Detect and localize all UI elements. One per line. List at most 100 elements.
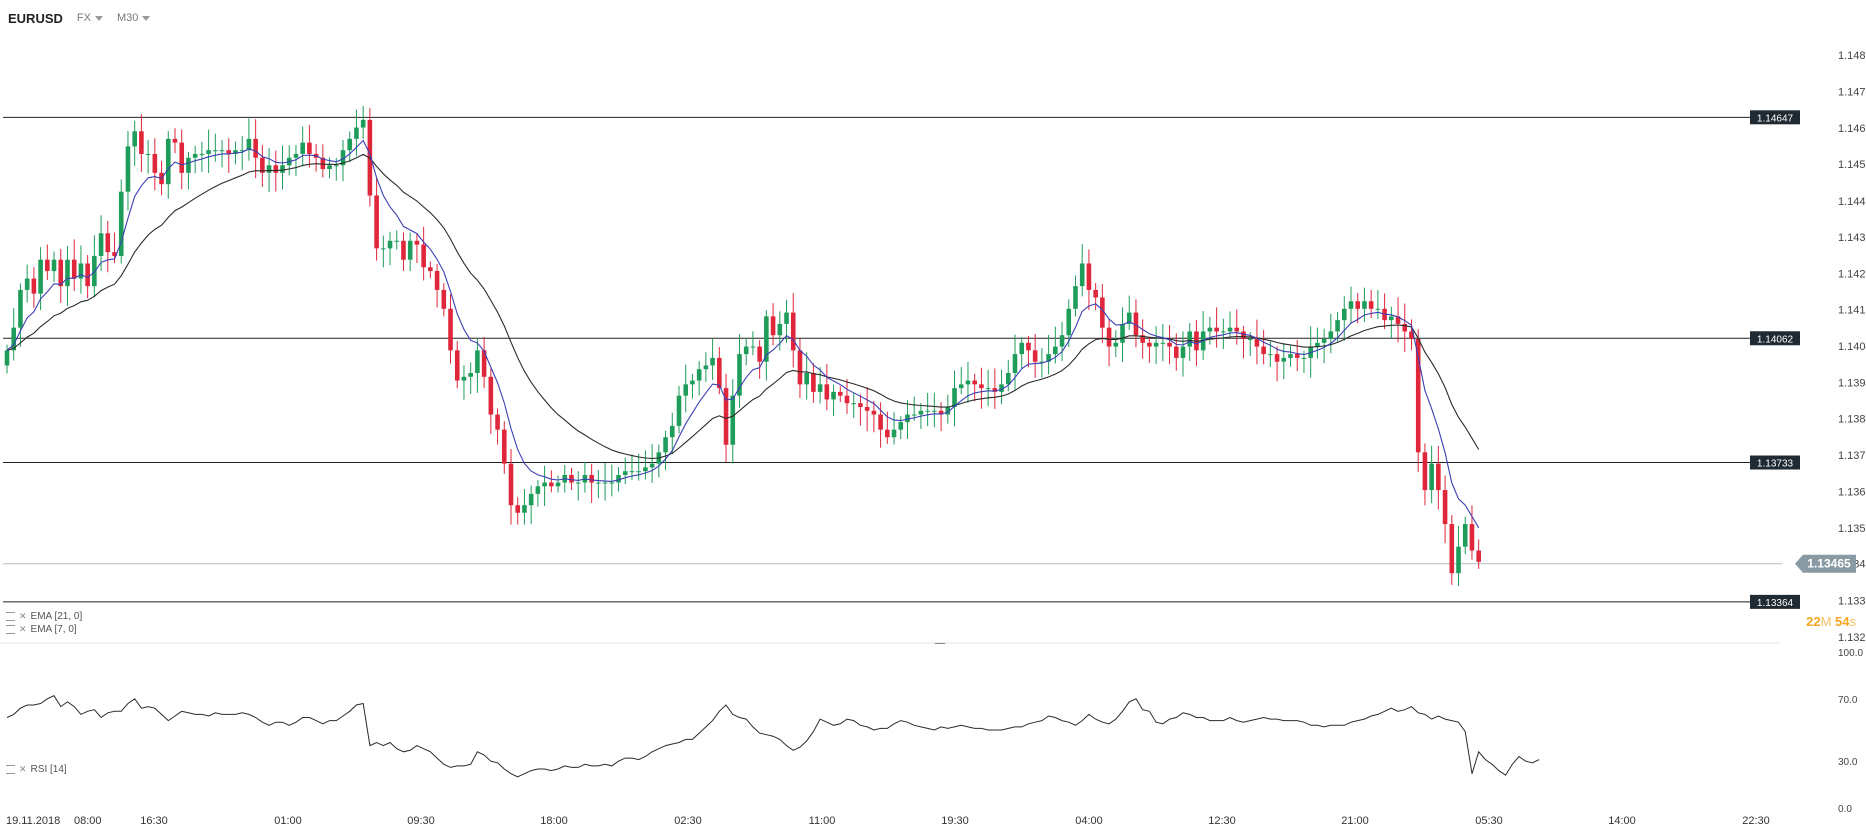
candle-up	[730, 395, 736, 445]
candle-down	[71, 259, 77, 279]
candle-up	[1113, 342, 1119, 347]
candle-countdown: 22M 54s	[1806, 614, 1856, 629]
candle-up	[696, 369, 702, 381]
price-tick-label: 1.13271	[1838, 632, 1866, 644]
candle-down	[401, 240, 406, 260]
candle-up	[1079, 263, 1085, 287]
candle-up	[636, 471, 641, 473]
candle-up	[1247, 339, 1253, 341]
candle-down	[569, 474, 574, 483]
candle-down	[757, 346, 762, 362]
price-tick-label: 1.13367	[1838, 596, 1866, 608]
candle-up	[92, 255, 97, 287]
settings-icon[interactable]	[6, 612, 15, 621]
candle-up	[743, 346, 749, 355]
candle-down	[1032, 350, 1038, 362]
candle-up	[206, 150, 211, 154]
candle-up	[1389, 316, 1394, 321]
legend-ema21[interactable]: ✕ EMA [21, 0]	[6, 611, 82, 622]
candle-up	[596, 482, 601, 484]
candle-up	[764, 316, 769, 362]
chevron-down-icon	[142, 15, 151, 21]
candle-up	[394, 240, 400, 242]
candle-down	[1241, 331, 1246, 340]
candle-down	[770, 316, 776, 336]
candle-up	[609, 482, 615, 484]
rsi-tick-label: 70.0	[1838, 695, 1858, 706]
candle-down	[414, 240, 420, 245]
candle-down	[1294, 354, 1300, 358]
candle-up	[616, 474, 621, 483]
candle-up	[1066, 308, 1072, 336]
candle-down	[1147, 342, 1152, 347]
candle-up	[965, 380, 971, 385]
candle-up	[239, 150, 245, 152]
candle-down	[307, 142, 312, 154]
symbol-label[interactable]: EURUSD	[8, 10, 63, 26]
time-label: 19.11.2018	[6, 815, 60, 827]
candle-up	[945, 406, 951, 415]
candle-down	[811, 373, 816, 392]
candle-up	[958, 384, 964, 389]
candle-down	[864, 406, 870, 411]
close-icon[interactable]: ✕	[19, 611, 27, 621]
candle-up	[737, 354, 742, 396]
candle-up	[1120, 323, 1125, 343]
close-icon[interactable]: ✕	[19, 624, 27, 634]
candle-down	[152, 153, 158, 173]
candle-down	[1093, 289, 1098, 298]
candle-up	[293, 153, 299, 158]
price-tick-label: 1.14715	[1838, 87, 1866, 99]
candle-down	[858, 403, 863, 407]
timeframe-dropdown[interactable]: M30	[116, 12, 151, 24]
candle-down	[1100, 297, 1105, 328]
candle-down	[979, 384, 984, 389]
settings-icon[interactable]	[6, 625, 15, 634]
price-tick-label: 1.13849	[1838, 414, 1866, 426]
current-price-tag	[1795, 554, 1856, 573]
candle-up	[38, 259, 43, 294]
candle-up	[213, 150, 218, 152]
candle-up	[1227, 327, 1233, 332]
time-label: 18:00	[540, 815, 568, 827]
timeframe-label: M30	[116, 12, 139, 24]
settings-icon[interactable]	[6, 765, 15, 774]
candle-up	[1348, 301, 1354, 309]
candle-up	[300, 142, 305, 154]
candle-up	[165, 138, 171, 185]
candle-up	[898, 422, 904, 430]
time-axis: 19.11.2018 08:00 16:30 01:00 09:30 18:00 02:30…	[6, 815, 1770, 827]
candle-down	[1173, 346, 1179, 358]
time-label: 09:30	[407, 815, 435, 827]
candle-up	[703, 365, 709, 370]
candle-down	[1469, 524, 1475, 551]
candle-up	[360, 119, 366, 128]
legend-rsi[interactable]: ✕ RSI [14]	[6, 764, 67, 775]
candle-down	[1026, 342, 1031, 351]
candle-up	[1429, 463, 1434, 491]
candle-up	[1153, 342, 1159, 347]
candle-down	[1274, 354, 1280, 362]
candle-up	[4, 350, 10, 366]
candle-up	[663, 437, 668, 453]
candle-down	[1086, 263, 1092, 290]
legend-ema7[interactable]: ✕ EMA [7, 0]	[6, 624, 77, 635]
candle-up	[683, 384, 689, 396]
market-dropdown[interactable]: FX	[77, 12, 103, 24]
ema-7-line	[6, 139, 1480, 529]
candle-down	[1395, 316, 1401, 324]
candle-down	[273, 165, 279, 173]
candle-up	[932, 410, 937, 412]
candle-up	[1059, 335, 1065, 347]
price-tick-label: 1.14523	[1838, 159, 1866, 171]
time-label: 19:30	[941, 815, 969, 827]
candle-up	[1328, 331, 1334, 340]
countdown-seconds: 54	[1835, 614, 1850, 629]
candle-down	[1422, 452, 1428, 491]
candle-up	[18, 289, 23, 328]
close-icon[interactable]: ✕	[19, 764, 27, 774]
candle-up	[1053, 346, 1058, 355]
candle-up	[125, 146, 131, 192]
candle-up	[750, 346, 756, 348]
